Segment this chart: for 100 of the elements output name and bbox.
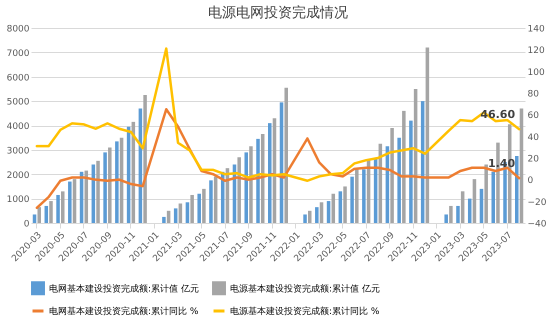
bar	[190, 194, 194, 223]
bar	[350, 176, 354, 223]
y2-tick-label: 80	[528, 90, 540, 100]
bar	[326, 201, 330, 223]
bar	[374, 158, 378, 223]
bar	[178, 204, 182, 223]
bar	[491, 172, 496, 223]
y-tick-label: 7000	[6, 48, 30, 59]
bar	[378, 144, 382, 223]
line-series	[36, 108, 520, 210]
bar	[174, 208, 178, 223]
data-label: 1.40	[488, 157, 516, 170]
bar	[32, 214, 36, 223]
legend-label: 电网基本建设投资完成额:累计同比 %	[49, 306, 199, 317]
bar	[460, 191, 464, 223]
bar	[355, 169, 359, 223]
bar	[426, 48, 430, 223]
bar	[256, 138, 260, 223]
bar	[315, 207, 319, 223]
bar	[303, 214, 307, 223]
y-tick-label: 5000	[6, 98, 30, 108]
bar	[280, 102, 284, 223]
bar	[414, 88, 418, 223]
bar	[362, 169, 366, 223]
bar	[520, 108, 524, 223]
bar	[126, 126, 130, 223]
bar	[308, 210, 312, 223]
bar	[409, 120, 413, 223]
y2-tick-label: −40	[528, 220, 547, 230]
line-series	[36, 47, 520, 182]
y2-tick-label: 100	[528, 68, 545, 78]
bar	[320, 202, 324, 223]
bar	[480, 188, 484, 223]
bar	[44, 206, 48, 223]
bar	[244, 152, 248, 223]
bar	[162, 216, 166, 223]
bar	[402, 110, 406, 223]
bar	[420, 101, 424, 223]
bar	[60, 191, 65, 223]
bar	[37, 207, 41, 223]
bar	[132, 122, 136, 223]
y2-tick-label: 20	[528, 154, 540, 164]
bar	[390, 128, 394, 223]
bar	[197, 194, 201, 223]
bar	[268, 123, 272, 223]
y2-tick-label: 0	[528, 176, 534, 186]
bar	[103, 152, 107, 223]
bar	[366, 160, 370, 223]
bar	[468, 198, 472, 223]
bar	[284, 88, 288, 223]
y-tick-label: 8000	[6, 24, 30, 34]
bar	[484, 164, 488, 223]
y2-tick-label: 140	[528, 24, 545, 34]
bar	[386, 146, 390, 223]
y2-tick-label: 120	[528, 46, 545, 56]
bar	[515, 156, 519, 223]
y-tick-label: 1000	[6, 195, 30, 206]
bar	[456, 206, 460, 223]
bar	[338, 191, 342, 223]
legend-label: 电源基本建设投资完成额:累计值 亿元	[230, 283, 380, 294]
bar	[108, 147, 112, 223]
bar	[202, 188, 206, 223]
bar	[226, 168, 230, 223]
bar	[166, 210, 170, 223]
bar	[138, 108, 142, 223]
bar	[214, 176, 218, 223]
bar	[84, 170, 88, 223]
y2-tick-label: 60	[528, 111, 540, 122]
bar	[343, 186, 347, 223]
y-tick-label: 0	[24, 220, 30, 230]
bar	[186, 202, 190, 223]
bar	[237, 157, 241, 223]
chart-title: 电源电网投资完成情况	[208, 5, 348, 21]
bar	[115, 141, 119, 223]
bar	[72, 179, 76, 223]
y2-tick-label: 40	[528, 132, 540, 143]
bar	[232, 164, 236, 223]
y-tick-label: 6000	[6, 73, 30, 84]
bar	[56, 194, 60, 223]
bar	[249, 146, 253, 223]
legend-label: 电网基本建设投资完成额:累计值 亿元	[49, 283, 199, 294]
y-tick-label: 2000	[6, 170, 30, 181]
bar	[397, 138, 401, 223]
bar	[80, 172, 84, 223]
y2-tick-label: −20	[528, 198, 547, 208]
bar	[260, 134, 264, 223]
y-tick-label: 4000	[6, 122, 30, 132]
bar	[92, 164, 96, 223]
bar	[120, 138, 124, 223]
bar	[68, 182, 72, 223]
legend-label: 电源基本建设投资完成额:累计同比 %	[230, 306, 380, 317]
bar	[49, 201, 53, 223]
bar	[449, 206, 453, 223]
bar	[332, 194, 336, 223]
bar	[444, 214, 448, 223]
y-tick-label: 3000	[6, 146, 30, 156]
bar	[209, 180, 213, 223]
bar	[472, 179, 476, 223]
bar	[272, 118, 276, 223]
bar	[96, 160, 100, 223]
